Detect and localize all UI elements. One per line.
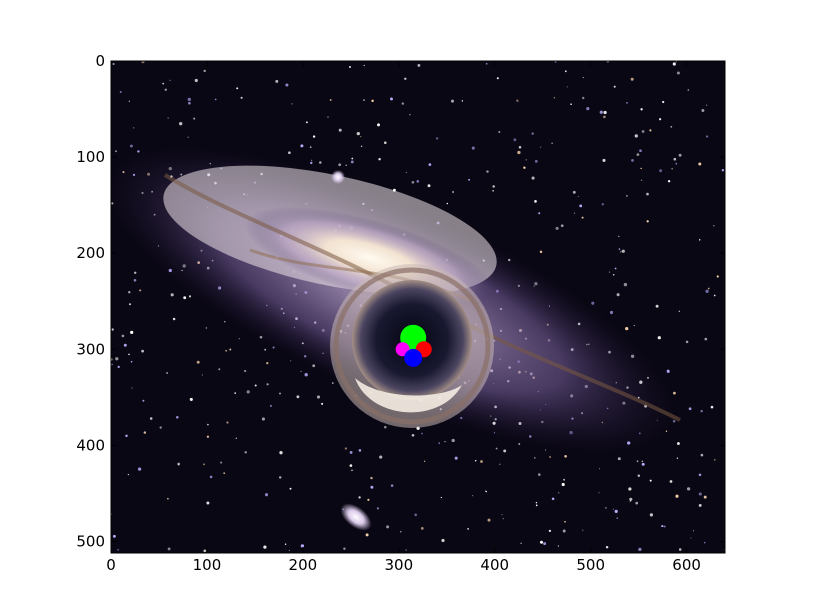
x-tick-label: 100	[193, 556, 222, 574]
y-tick-label: 300	[76, 340, 105, 358]
axes-frame	[110, 60, 726, 554]
y-tick-label: 0	[95, 52, 105, 70]
y-axis-ticks: 0 100 200 300 400 500	[76, 52, 725, 550]
y-tick-label: 500	[76, 532, 105, 550]
y-tick-label: 200	[76, 244, 105, 262]
scatter-markers	[395, 324, 432, 367]
x-tick-label: 300	[384, 556, 413, 574]
x-tick-label: 500	[576, 556, 605, 574]
y-tick-label: 400	[76, 436, 105, 454]
x-tick-label: 200	[289, 556, 318, 574]
galaxy-background-image	[111, 61, 725, 553]
x-tick-label: 0	[106, 556, 116, 574]
x-tick-label: 400	[480, 556, 509, 574]
x-tick-label: 600	[672, 556, 701, 574]
scatter-point	[404, 348, 423, 367]
y-tick-label: 100	[76, 148, 105, 166]
x-axis-ticks: 0 100 200 300 400 500 600	[106, 61, 701, 574]
